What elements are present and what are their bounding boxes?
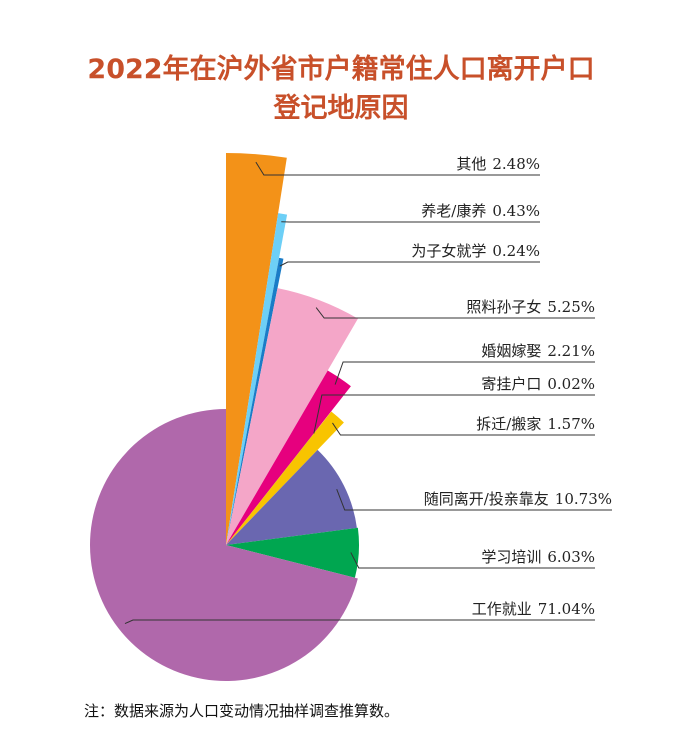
value-label: 2.21%: [547, 342, 595, 360]
category-label: 照料孙子女: [466, 298, 541, 316]
slice-label: 养老/康养 0.43%: [421, 202, 540, 220]
value-label: 0.24%: [492, 242, 540, 260]
value-label: 2.48%: [492, 155, 540, 173]
value-label: 10.73%: [555, 490, 612, 508]
slice-label: 其他 2.48%: [456, 155, 540, 173]
slice-label: 为子女就学 0.24%: [411, 242, 540, 260]
slice-label: 学习培训 6.03%: [481, 548, 595, 566]
slice-label: 照料孙子女 5.25%: [466, 298, 595, 316]
category-label: 其他: [456, 155, 486, 173]
category-label: 婚姻嫁娶: [481, 342, 541, 360]
category-label: 学习培训: [481, 548, 541, 566]
slice-label: 拆迁/搬家 1.57%: [476, 415, 595, 433]
slice-label: 随同离开/投亲靠友 10.73%: [424, 490, 612, 508]
slices: [90, 153, 359, 681]
category-label: 养老/康养: [421, 202, 486, 220]
value-label: 6.03%: [547, 548, 595, 566]
value-label: 71.04%: [538, 600, 595, 618]
value-label: 5.25%: [547, 298, 595, 316]
leader-line: [280, 262, 540, 266]
slice-label: 工作就业 71.04%: [472, 600, 595, 618]
category-label: 寄挂户口: [481, 375, 541, 393]
chart-title: 2022年在沪外省市户籍常住人口离开户口登记地原因: [87, 53, 594, 124]
slice-label: 婚姻嫁娶 2.21%: [481, 342, 595, 360]
category-label: 为子女就学: [411, 242, 486, 260]
title-line: 2022年在沪外省市户籍常住人口离开户口: [87, 53, 594, 85]
value-label: 0.02%: [547, 375, 595, 393]
category-label: 工作就业: [472, 600, 532, 618]
category-label: 随同离开/投亲靠友: [424, 490, 549, 508]
note: 注：数据来源为人口变动情况抽样调查推算数。: [84, 702, 399, 720]
title-line: 登记地原因: [273, 93, 409, 124]
slice-label: 寄挂户口 0.02%: [481, 375, 595, 393]
value-label: 0.43%: [492, 202, 540, 220]
value-label: 1.57%: [547, 415, 595, 433]
category-label: 拆迁/搬家: [476, 415, 541, 433]
